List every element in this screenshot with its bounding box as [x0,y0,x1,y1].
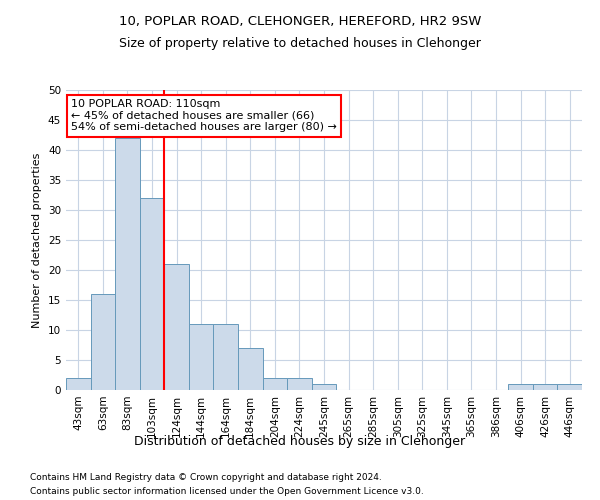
Bar [263,378,287,390]
Bar [312,384,336,390]
Text: 10, POPLAR ROAD, CLEHONGER, HEREFORD, HR2 9SW: 10, POPLAR ROAD, CLEHONGER, HEREFORD, HR… [119,15,481,28]
Bar [189,324,214,390]
Bar [557,384,582,390]
Text: 10 POPLAR ROAD: 110sqm
← 45% of detached houses are smaller (66)
54% of semi-det: 10 POPLAR ROAD: 110sqm ← 45% of detached… [71,99,337,132]
Bar [287,378,312,390]
Bar [238,348,263,390]
Text: Size of property relative to detached houses in Clehonger: Size of property relative to detached ho… [119,38,481,51]
Text: Distribution of detached houses by size in Clehonger: Distribution of detached houses by size … [134,435,466,448]
Y-axis label: Number of detached properties: Number of detached properties [32,152,43,328]
Bar [66,378,91,390]
Text: Contains public sector information licensed under the Open Government Licence v3: Contains public sector information licen… [30,488,424,496]
Text: Contains HM Land Registry data © Crown copyright and database right 2024.: Contains HM Land Registry data © Crown c… [30,472,382,482]
Bar [533,384,557,390]
Bar [140,198,164,390]
Bar [214,324,238,390]
Bar [164,264,189,390]
Bar [91,294,115,390]
Bar [508,384,533,390]
Bar [115,138,140,390]
